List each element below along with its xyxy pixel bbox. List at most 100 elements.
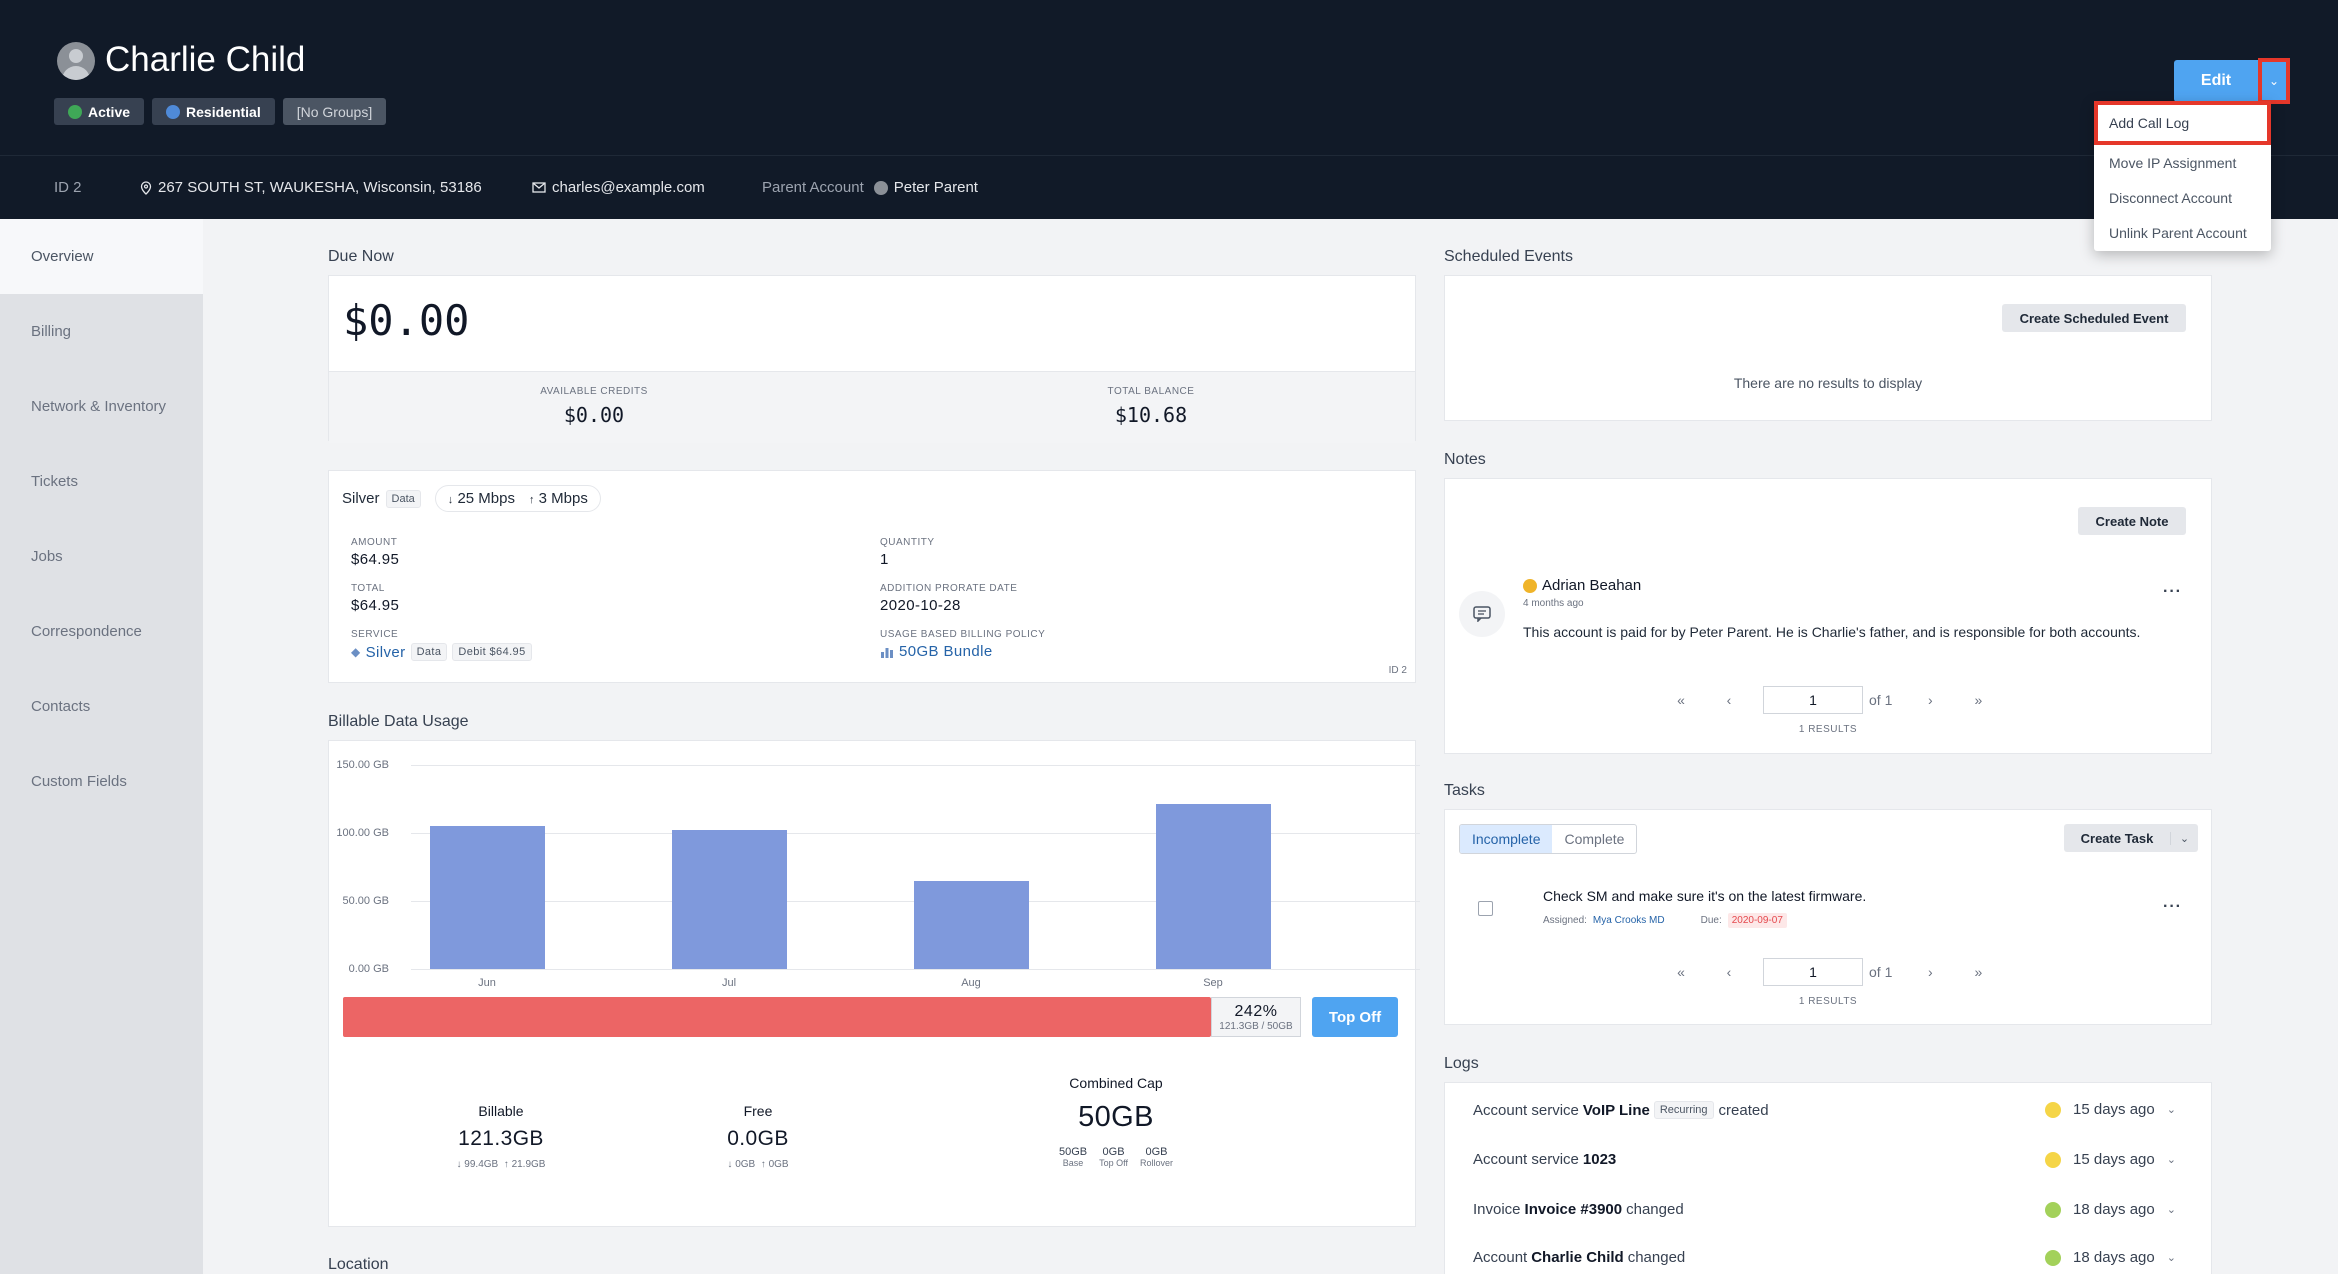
task-meta: Assigned: Mya Crooks MD Due: 2020-09-07 bbox=[1543, 913, 1787, 928]
more-icon[interactable]: ··· bbox=[2163, 583, 2182, 600]
chevron-down-icon[interactable]: ⌄ bbox=[2170, 831, 2198, 845]
sidebar: Overview Billing Network & Inventory Tic… bbox=[0, 219, 203, 1274]
more-icon[interactable]: ··· bbox=[2163, 898, 2182, 915]
page-input[interactable] bbox=[1763, 958, 1863, 986]
first-page-icon[interactable]: « bbox=[1677, 692, 1685, 708]
edit-button[interactable]: Edit bbox=[2174, 60, 2258, 102]
usage-progress-bar bbox=[343, 997, 1211, 1037]
tab-complete[interactable]: Complete bbox=[1564, 831, 1625, 847]
account-name: Charlie Child bbox=[105, 40, 306, 79]
chart-bar-aug bbox=[913, 880, 1029, 969]
sidebar-item-custom-fields[interactable]: Custom Fields bbox=[31, 773, 127, 790]
notes-card: Create Note Adrian Beahan 4 months ago T… bbox=[1444, 478, 2212, 754]
author-avatar-icon bbox=[1523, 578, 1537, 593]
prev-page-icon[interactable]: ‹ bbox=[1726, 964, 1732, 980]
last-page-icon[interactable]: » bbox=[1974, 964, 1983, 980]
notes-title: Notes bbox=[1444, 451, 1486, 468]
task-text: Check SM and make sure it's on the lates… bbox=[1543, 888, 1867, 904]
menu-item-unlink-parent[interactable]: Unlink Parent Account bbox=[2109, 224, 2247, 241]
prev-page-icon[interactable]: ‹ bbox=[1726, 692, 1732, 708]
quantity-field: QUANTITY 1 bbox=[880, 537, 935, 568]
speed-pill: ↓ 25 Mbps ↑ 3 Mbps bbox=[434, 485, 601, 512]
arrow-down-icon: ↓ bbox=[447, 494, 454, 506]
task-assignee[interactable]: Mya Crooks MD bbox=[1592, 915, 1665, 926]
sidebar-item-network[interactable]: Network & Inventory bbox=[31, 398, 167, 415]
create-task-button[interactable]: Create Task bbox=[2080, 830, 2154, 846]
due-now-title: Due Now bbox=[328, 248, 394, 265]
groups-badge: [No Groups] bbox=[282, 98, 387, 125]
x-tick-label: Jun bbox=[478, 977, 496, 989]
chevron-down-icon[interactable]: ⌄ bbox=[2166, 1154, 2176, 1166]
account-header: Charlie Child Active Residential [No Gro… bbox=[0, 0, 2338, 155]
available-credits: AVAILABLE CREDITS $0.00 bbox=[540, 386, 648, 427]
service-name[interactable]: Silver bbox=[342, 490, 380, 507]
arrow-up-icon: ↑ bbox=[503, 1159, 509, 1170]
bar-chart-icon bbox=[881, 647, 893, 658]
credits-strip: AVAILABLE CREDITS $0.00 TOTAL BALANCE $1… bbox=[329, 371, 1415, 443]
free-stat: Free 0.0GB ↓ 0GB ↑ 0GB bbox=[727, 1103, 789, 1170]
tasks-title: Tasks bbox=[1444, 782, 1485, 799]
y-tick-label: 100.00 GB bbox=[336, 827, 389, 839]
chevron-down-icon[interactable]: ⌄ bbox=[2166, 1252, 2176, 1264]
service-tag: Data bbox=[385, 489, 421, 508]
usage-card: 150.00 GB 100.00 GB 50.00 GB 0.00 GB 242… bbox=[328, 740, 1420, 1227]
chart-bar-sep bbox=[1155, 804, 1271, 969]
y-tick-label: 150.00 GB bbox=[336, 759, 389, 771]
create-task-split-button: Create Task ⌄ bbox=[2064, 824, 2198, 852]
sidebar-item-contacts[interactable]: Contacts bbox=[31, 698, 91, 715]
notes-pagination: « ‹ of 1 › » bbox=[1657, 686, 2002, 714]
menu-item-disconnect[interactable]: Disconnect Account bbox=[2109, 189, 2232, 206]
last-page-icon[interactable]: » bbox=[1974, 692, 1983, 708]
create-scheduled-event-button[interactable]: Create Scheduled Event bbox=[2002, 304, 2186, 332]
log-row[interactable]: Invoice Invoice #3900 changed bbox=[1473, 1201, 1684, 1218]
gridline bbox=[411, 833, 1420, 834]
scheduled-card: Create Scheduled Event There are no resu… bbox=[1444, 275, 2212, 421]
user-avatar-icon bbox=[2045, 1249, 2061, 1266]
x-tick-label: Sep bbox=[1203, 977, 1223, 989]
usage-percent: 242% 121.3GB / 50GB bbox=[1211, 997, 1301, 1037]
prorate-field: ADDITION PRORATE DATE 2020-10-28 bbox=[880, 583, 1018, 614]
sidebar-item-correspondence[interactable]: Correspondence bbox=[31, 623, 142, 640]
email[interactable]: charles@example.com bbox=[532, 179, 705, 196]
recurring-tag: Recurring bbox=[1653, 1101, 1714, 1119]
log-row[interactable]: Account Charlie Child changed bbox=[1473, 1249, 1686, 1266]
menu-item-add-call-log[interactable]: Add Call Log bbox=[2094, 101, 2271, 145]
log-time: 18 days ago ⌄ bbox=[2045, 1201, 2176, 1218]
create-note-button[interactable]: Create Note bbox=[2078, 507, 2186, 535]
policy-link[interactable]: 50GB Bundle bbox=[899, 643, 993, 660]
tasks-pagination: « ‹ of 1 › » bbox=[1657, 958, 2002, 986]
sidebar-item-jobs[interactable]: Jobs bbox=[31, 548, 63, 565]
location-title: Location bbox=[328, 1256, 389, 1273]
chart-bar-jul bbox=[671, 830, 787, 969]
sidebar-item-billing[interactable]: Billing bbox=[31, 323, 72, 340]
menu-item-move-ip[interactable]: Move IP Assignment bbox=[2109, 154, 2237, 171]
empty-message: There are no results to display bbox=[1733, 375, 1923, 391]
chevron-down-icon[interactable]: ⌄ bbox=[2166, 1204, 2176, 1216]
log-row[interactable]: Account service 1023 bbox=[1473, 1151, 1617, 1168]
chevron-down-icon[interactable]: ⌄ bbox=[2258, 58, 2290, 104]
sidebar-item-overview[interactable]: Overview bbox=[0, 219, 203, 294]
amount-field: AMOUNT $64.95 bbox=[351, 537, 400, 568]
user-avatar-icon bbox=[2045, 1201, 2061, 1218]
next-page-icon[interactable]: › bbox=[1928, 692, 1933, 708]
task-due-badge: 2020-09-07 bbox=[1727, 913, 1787, 928]
service-link[interactable]: Silver bbox=[365, 643, 406, 661]
y-tick-label: 0.00 GB bbox=[348, 963, 389, 975]
chevron-down-icon[interactable]: ⌄ bbox=[2166, 1104, 2176, 1116]
status-dot bbox=[68, 104, 82, 119]
top-off-button[interactable]: Top Off bbox=[1312, 997, 1398, 1037]
x-tick-label: Jul bbox=[721, 977, 737, 989]
mail-icon bbox=[532, 182, 546, 193]
sidebar-item-tickets[interactable]: Tickets bbox=[31, 473, 78, 490]
service-header: Silver Data ↓ 25 Mbps ↑ 3 Mbps bbox=[342, 485, 601, 512]
task-checkbox[interactable] bbox=[1478, 901, 1493, 916]
service-link-tag: Data bbox=[410, 643, 448, 661]
first-page-icon[interactable]: « bbox=[1677, 964, 1685, 980]
cap-part: 0GB Rollover bbox=[1139, 1146, 1173, 1168]
next-page-icon[interactable]: › bbox=[1928, 964, 1933, 980]
log-row[interactable]: Account service VoIP Line Recurring created bbox=[1473, 1101, 1769, 1119]
page-input[interactable] bbox=[1763, 686, 1863, 714]
tab-incomplete[interactable]: Incomplete bbox=[1460, 825, 1553, 853]
parent-account[interactable]: Parent Account Peter Parent bbox=[762, 179, 978, 196]
service-field: SERVICE ◆ Silver Data Debit $64.95 bbox=[351, 629, 532, 661]
